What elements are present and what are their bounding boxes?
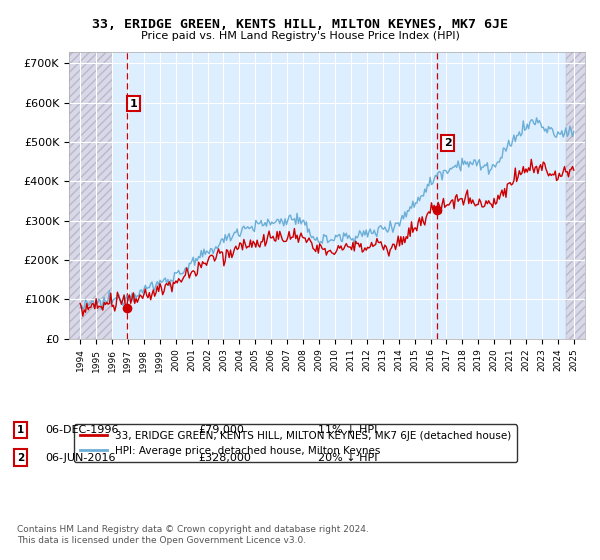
- Text: 2: 2: [444, 138, 451, 148]
- Text: 06-DEC-1996: 06-DEC-1996: [45, 425, 119, 435]
- Text: £79,000: £79,000: [198, 425, 244, 435]
- Text: 1: 1: [130, 99, 137, 109]
- Polygon shape: [566, 52, 598, 339]
- Text: Price paid vs. HM Land Registry's House Price Index (HPI): Price paid vs. HM Land Registry's House …: [140, 31, 460, 41]
- Legend: 33, ERIDGE GREEN, KENTS HILL, MILTON KEYNES, MK7 6JE (detached house), HPI: Aver: 33, ERIDGE GREEN, KENTS HILL, MILTON KEY…: [74, 424, 517, 462]
- Text: 11% ↓ HPI: 11% ↓ HPI: [318, 425, 377, 435]
- Text: 20% ↓ HPI: 20% ↓ HPI: [318, 452, 377, 463]
- Text: 2: 2: [17, 452, 24, 463]
- Text: 06-JUN-2016: 06-JUN-2016: [45, 452, 115, 463]
- Polygon shape: [69, 52, 112, 339]
- Text: £328,000: £328,000: [198, 452, 251, 463]
- Text: Contains HM Land Registry data © Crown copyright and database right 2024.
This d: Contains HM Land Registry data © Crown c…: [17, 525, 368, 545]
- Text: 1: 1: [17, 425, 24, 435]
- Text: 33, ERIDGE GREEN, KENTS HILL, MILTON KEYNES, MK7 6JE: 33, ERIDGE GREEN, KENTS HILL, MILTON KEY…: [92, 18, 508, 31]
